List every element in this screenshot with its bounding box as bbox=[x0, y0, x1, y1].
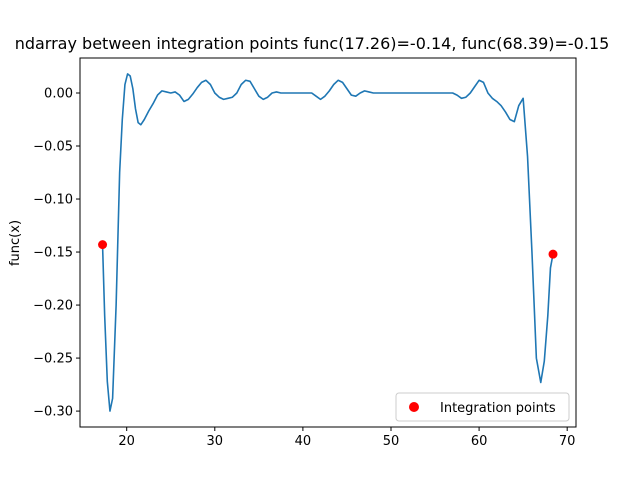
integration-point-marker bbox=[548, 249, 558, 259]
y-tick-label: −0.20 bbox=[33, 299, 73, 314]
y-tick-label: −0.30 bbox=[33, 405, 73, 420]
y-tick-label: −0.10 bbox=[33, 193, 73, 208]
y-axis-label: func(x) bbox=[8, 220, 23, 266]
legend: Integration points bbox=[395, 392, 570, 422]
x-tick-label: 20 bbox=[118, 434, 135, 449]
legend-box bbox=[395, 392, 570, 422]
plot-area bbox=[98, 73, 558, 412]
x-tick-label: 30 bbox=[207, 434, 224, 449]
y-tick-label: 0.00 bbox=[44, 86, 73, 101]
x-tick-label: 60 bbox=[471, 434, 488, 449]
y-tick-label: −0.05 bbox=[33, 140, 73, 155]
integration-point-marker bbox=[98, 240, 108, 250]
series-line bbox=[101, 73, 554, 412]
axes-frame bbox=[79, 57, 577, 428]
legend-marker-integration-points bbox=[409, 402, 419, 412]
chart-title: ndarray between integration points func(… bbox=[15, 34, 610, 53]
x-tick-label: 70 bbox=[559, 434, 576, 449]
legend-label-integration-points: Integration points bbox=[440, 401, 556, 416]
x-tick-label: 40 bbox=[295, 434, 312, 449]
y-tick-label: −0.25 bbox=[33, 352, 73, 367]
x-tick-label: 50 bbox=[383, 434, 400, 449]
y-tick-label: −0.15 bbox=[33, 246, 73, 261]
